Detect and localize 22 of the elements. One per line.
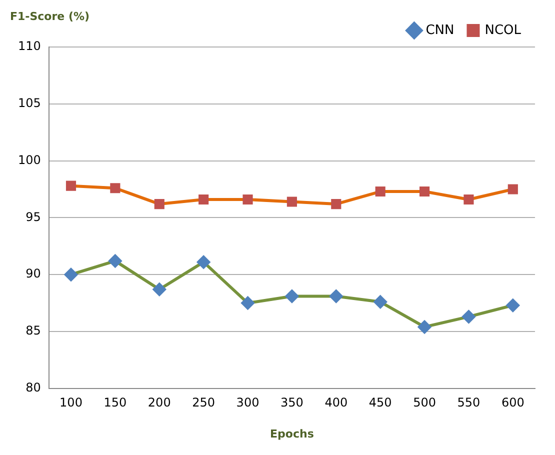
y-tick-label: 80 [26,380,41,395]
x-tick-label: 250 [192,396,216,410]
y-tick-label: 85 [26,324,41,338]
x-tick-label: 450 [368,396,392,410]
y-tick-label: 95 [26,210,41,224]
x-tick-label: 350 [280,396,304,410]
x-tick-label: 500 [413,396,436,410]
x-tick-label: 300 [236,396,260,410]
legend-label: NCOL [484,22,522,38]
x-tick-label: 600 [501,396,524,410]
y-tick-label: 100 [18,152,41,167]
x-tick-label: 150 [104,396,127,410]
x-tick-label: 200 [148,396,171,410]
x-tick-label: 100 [60,396,82,410]
legend-label: CNN [426,22,454,38]
y-axis-title: F1-Score (%) [10,10,90,23]
x-tick-label: 550 [457,396,480,410]
x-tick-label: 400 [324,396,348,410]
y-tick-label: 105 [18,96,41,110]
y-tick-label: 110 [18,39,41,54]
x-axis-title: Epochs [270,427,314,440]
y-tick-label: 90 [26,266,41,281]
